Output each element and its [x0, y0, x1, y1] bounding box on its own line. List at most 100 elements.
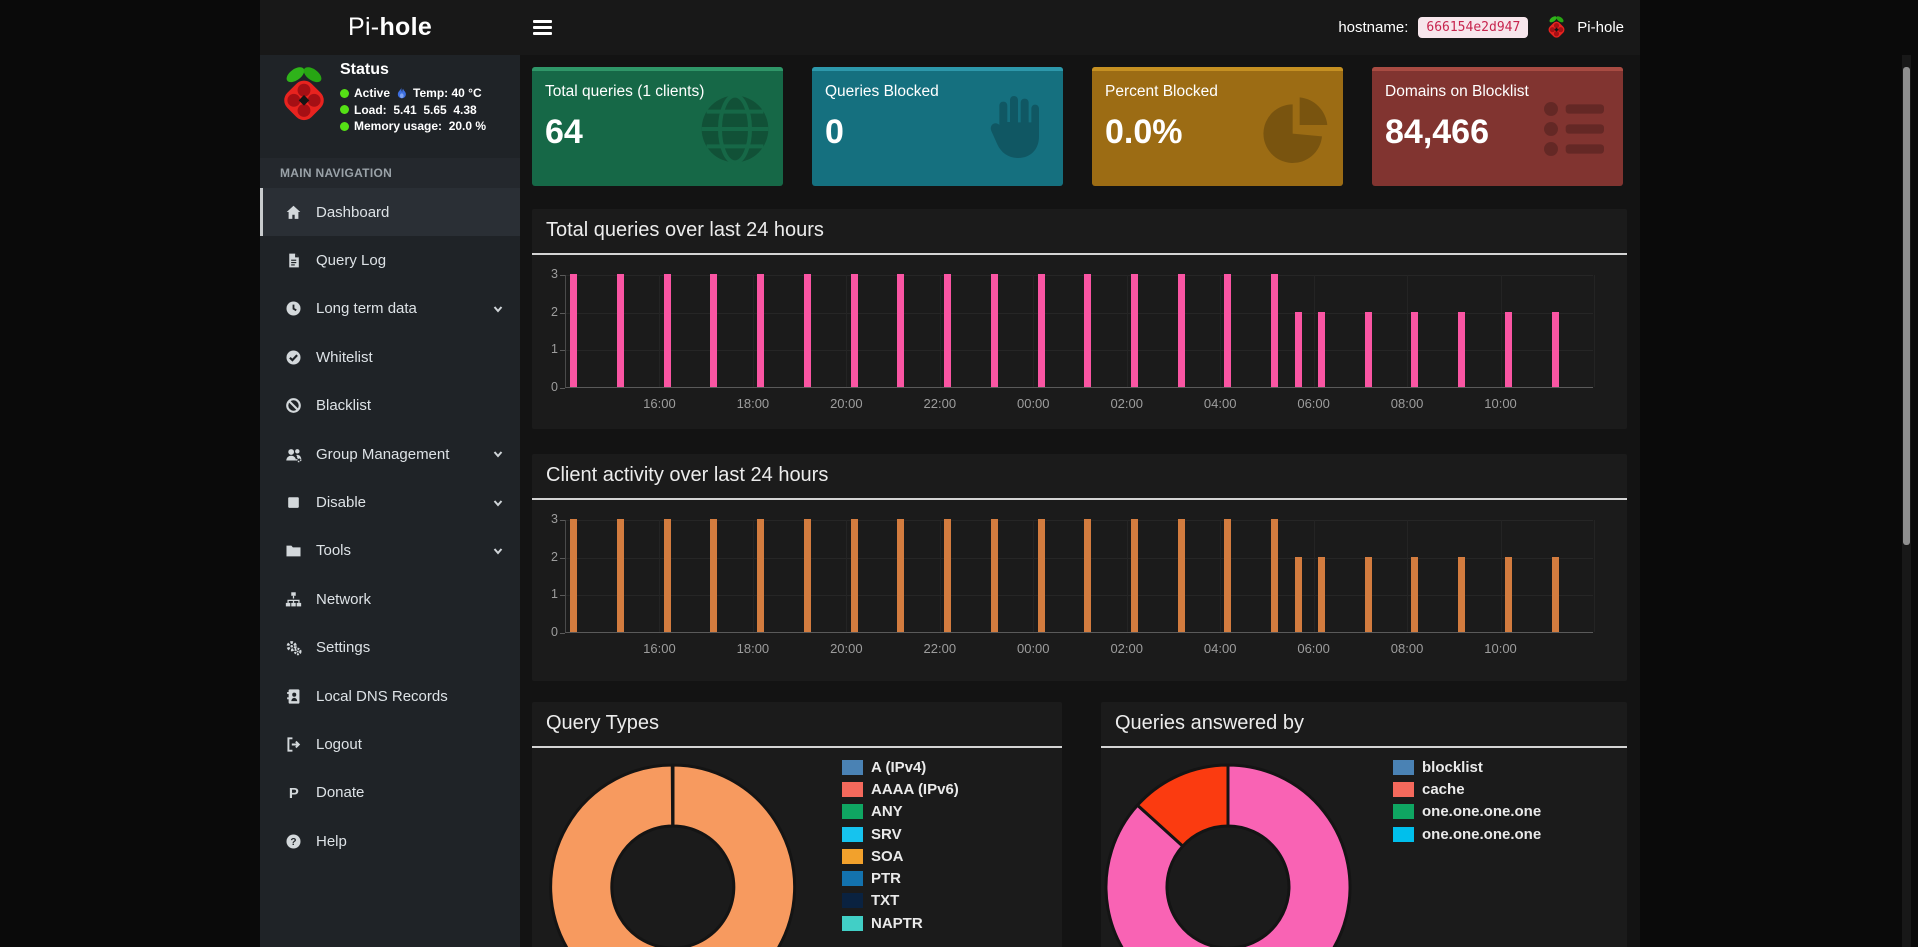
gridline	[1407, 520, 1409, 632]
hand-icon	[975, 89, 1055, 174]
y-axis-tick	[560, 312, 565, 314]
client-activity-chart[interactable]: 0 1 2 3 16:00 18:00 20:00 22:00 00:00 02:00 04:00 0…	[551, 512, 1595, 656]
legend-item-naptr[interactable]: NAPTR	[842, 912, 959, 934]
legend-swatch	[1393, 759, 1414, 775]
chart-bar	[803, 519, 811, 632]
queries-answered-by-donut-chart[interactable]	[1102, 761, 1354, 947]
legend-item-soa[interactable]: SOA	[842, 845, 959, 867]
gridline	[1033, 275, 1035, 387]
panel-queries-answered-by: Queries answered by blocklist cache one.on…	[1101, 702, 1627, 947]
sidebar-item-label: Network	[316, 590, 372, 608]
sidebar-item-long-term-data[interactable]: Long term data	[260, 285, 520, 333]
legend-item-blocklist[interactable]: blocklist	[1393, 756, 1541, 778]
card-accent	[1092, 67, 1343, 71]
legend-label: ANY	[871, 803, 903, 821]
legend-item-srv[interactable]: SRV	[842, 823, 959, 845]
legend-item-aaaa-ipv6[interactable]: AAAA (IPv6)	[842, 778, 959, 800]
chart-bar	[617, 274, 624, 387]
sidebar-item-label: Group Management	[316, 445, 450, 463]
sidebar-item-dashboard[interactable]: Dashboard	[260, 188, 520, 237]
sidebar-item-network[interactable]: Network	[260, 575, 520, 623]
legend-item-ptr[interactable]: PTR	[842, 867, 959, 889]
sidebar-item-label: Local DNS Records	[316, 687, 448, 705]
y-axis-label: 2	[551, 549, 558, 564]
legend-swatch	[842, 781, 863, 797]
chart-bar	[1364, 556, 1372, 632]
summary-card-total-queries-1-clients[interactable]: Total queries (1 clients) 64	[532, 67, 783, 186]
temperature-flame-icon	[396, 86, 407, 100]
gridline	[566, 520, 1593, 521]
sidebar-item-tools[interactable]: Tools	[260, 527, 520, 575]
legend-item-txt[interactable]: TXT	[842, 890, 959, 912]
x-axis-label: 18:00	[736, 641, 770, 656]
brand[interactable]: Pi-hole	[260, 0, 520, 55]
legend-item-one-one-one-one[interactable]: one.one.one.one	[1393, 801, 1541, 823]
svg-text:P: P	[289, 786, 299, 801]
summary-card-queries-blocked[interactable]: Queries Blocked 0	[812, 67, 1063, 186]
sidebar-item-help[interactable]: ? Help	[260, 817, 520, 865]
sidebar-item-query-log[interactable]: Query Log	[260, 236, 520, 284]
users-icon	[284, 446, 303, 463]
legend-swatch	[842, 826, 863, 842]
gridline	[566, 595, 1593, 597]
queries-over-time-chart[interactable]: 0 1 2 3 16:00 18:00 20:00 22:00 00:00 02:00 04:00 0…	[551, 267, 1595, 411]
scrollbar-thumb[interactable]	[1903, 67, 1910, 545]
chart-bar	[1224, 274, 1232, 387]
menu-toggle-icon[interactable]	[533, 20, 552, 35]
query-types-legend: A (IPv4) AAAA (IPv6) ANY SRV SOA PTR TXT NAPTR	[842, 756, 959, 934]
check-circle-icon	[284, 349, 303, 366]
card-value: 64	[545, 113, 583, 151]
summary-card-domains-on-blocklist[interactable]: Domains on Blocklist 84,466	[1372, 67, 1623, 186]
x-axis-label: 00:00	[1016, 396, 1050, 411]
chart-bar	[850, 519, 858, 632]
sidebar-item-group-management[interactable]: Group Management	[260, 430, 520, 478]
chart-bar	[663, 274, 671, 387]
card-title: Domains on Blocklist	[1385, 83, 1529, 100]
chevron-down-icon	[492, 497, 504, 509]
y-axis-tick	[560, 557, 565, 559]
legend-item-any[interactable]: ANY	[842, 801, 959, 823]
card-title: Queries Blocked	[825, 83, 939, 100]
sidebar-item-label: Query Log	[316, 252, 387, 270]
sidebar-item-label: Help	[316, 832, 347, 850]
x-axis-label: 08:00	[1390, 641, 1424, 656]
app-name: Pi-hole	[1577, 19, 1624, 36]
chart-bar	[1177, 274, 1185, 387]
sidebar-item-donate[interactable]: P Donate	[260, 769, 520, 817]
legend-label: blocklist	[1422, 758, 1483, 776]
summary-card-percent-blocked[interactable]: Percent Blocked 0.0%	[1092, 67, 1343, 186]
legend-swatch	[1393, 804, 1414, 820]
chart-bar	[1131, 519, 1138, 632]
chart-bar	[850, 274, 858, 387]
sidebar-item-settings[interactable]: Settings	[260, 624, 520, 672]
x-axis-label: 04:00	[1203, 641, 1237, 656]
chart-bar	[1271, 519, 1279, 632]
vertical-scrollbar[interactable]	[1902, 55, 1911, 947]
status-memory-text: Memory usage: 20.0 %	[354, 119, 487, 134]
chart-bar	[1504, 556, 1512, 632]
sidebar-item-local-dns-records[interactable]: Local DNS Records	[260, 672, 520, 720]
sidebar-item-logout[interactable]: Logout	[260, 720, 520, 768]
y-axis-label: 1	[551, 587, 558, 602]
legend-item-one-one-one-one[interactable]: one.one.one.one	[1393, 823, 1541, 845]
legend-item-cache[interactable]: cache	[1393, 778, 1541, 800]
pihole-logo-icon	[278, 64, 330, 131]
x-axis-label: 22:00	[923, 396, 957, 411]
sidebar-item-blacklist[interactable]: Blacklist	[260, 382, 520, 430]
sidebar-item-whitelist[interactable]: Whitelist	[260, 333, 520, 381]
sidebar-item-label: Blacklist	[316, 397, 372, 415]
brand-suffix: hole	[379, 13, 433, 41]
status-dot-icon	[340, 88, 349, 98]
chart-bar	[990, 519, 998, 632]
sidebar-item-label: Settings	[316, 639, 371, 657]
x-axis-label: 22:00	[923, 641, 957, 656]
sidebar-item-disable[interactable]: Disable	[260, 478, 520, 526]
chart-bar	[1551, 556, 1559, 632]
gridline	[1220, 520, 1222, 632]
legend-item-a-ipv4[interactable]: A (IPv4)	[842, 756, 959, 778]
y-axis-tick	[560, 388, 565, 389]
gridline	[566, 312, 1593, 314]
stop-icon	[284, 494, 303, 511]
query-types-donut-chart[interactable]	[547, 761, 799, 947]
legend-label: one.one.one.one	[1422, 825, 1542, 843]
